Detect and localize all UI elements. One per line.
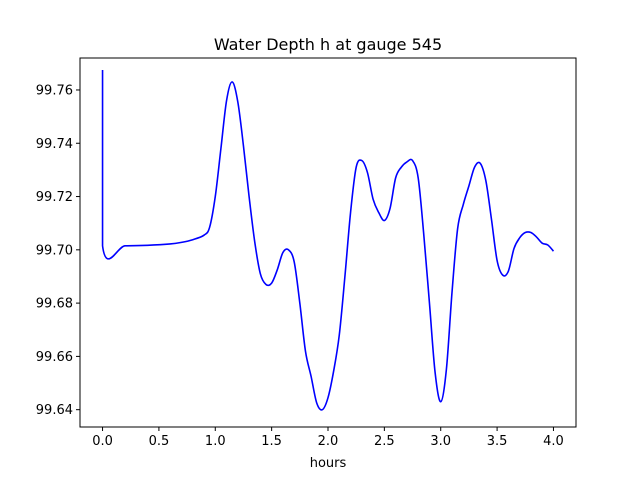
x-axis: 0.0 0.5 1.0 1.5 2.0 2.5 3.0 3.5 4.0: [92, 427, 564, 449]
y-tick-label: 99.76: [36, 83, 73, 98]
y-tick-label: 99.64: [36, 403, 73, 418]
y-tick-label: 99.74: [36, 137, 73, 152]
x-tick-label: 0.0: [92, 434, 113, 449]
x-tick-label: 2.5: [374, 434, 395, 449]
y-tick-label: 99.72: [36, 190, 73, 205]
y-axis: 99.64 99.66 99.68 99.70 99.72 99.74 99.76: [36, 83, 80, 418]
y-tick-label: 99.70: [36, 243, 73, 258]
chart-title: Water Depth h at gauge 545: [214, 35, 442, 54]
x-tick-label: 3.5: [487, 434, 508, 449]
x-tick-label: 4.0: [543, 434, 564, 449]
x-tick-label: 1.0: [205, 434, 226, 449]
y-tick-label: 99.66: [36, 350, 73, 365]
y-tick-label: 99.68: [36, 297, 73, 312]
x-tick-label: 2.0: [318, 434, 339, 449]
series-layer: [101, 69, 555, 411]
x-tick-label: 1.5: [261, 434, 282, 449]
x-axis-label: hours: [310, 456, 347, 471]
x-tick-label: 3.0: [430, 434, 451, 449]
x-tick-label: 0.5: [149, 434, 170, 449]
series-line: [101, 69, 555, 411]
